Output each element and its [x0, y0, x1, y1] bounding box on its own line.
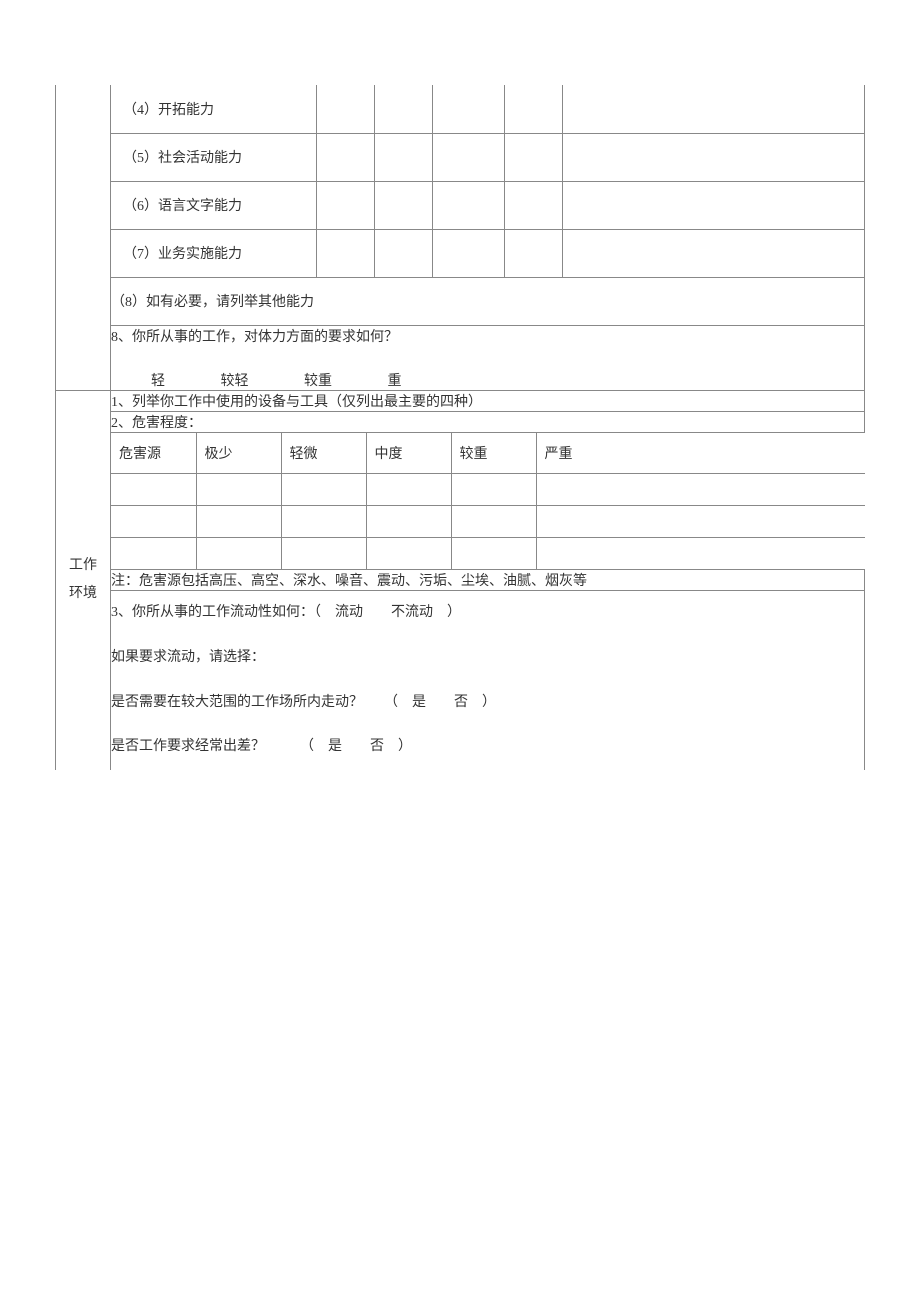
ability-6-col5[interactable] [563, 181, 865, 229]
hazard-row-3-moderate[interactable] [366, 537, 451, 569]
ability-4-label: （4）开拓能力 [111, 85, 317, 133]
ability-6-label: （6）语言文字能力 [111, 181, 317, 229]
hazard-row-1-heavy[interactable] [451, 473, 536, 505]
ability-5-col5[interactable] [563, 133, 865, 181]
ability-6-col3[interactable] [433, 181, 505, 229]
hazard-header-heavy: 较重 [451, 433, 536, 474]
hazard-header-severe: 严重 [536, 433, 865, 474]
ability-5-col4[interactable] [505, 133, 563, 181]
equipment-cell[interactable]: 1、列举你工作中使用的设备与工具（仅列出最主要的四种） [111, 390, 865, 411]
ability-7-label: （7）业务实施能力 [111, 229, 317, 277]
mobility-travel[interactable]: 是否工作要求经常出差？ （ 是 否 ） [111, 725, 864, 770]
ability-6-col4[interactable] [505, 181, 563, 229]
ability-7-col5[interactable] [563, 229, 865, 277]
q8-options: 轻 较轻 较重 重 [111, 370, 864, 390]
mobility-cell: 3、你所从事的工作流动性如何：（ 流动 不流动 ） 如果要求流动，请选择： 是否… [111, 591, 865, 771]
hazard-row-1-slight[interactable] [281, 473, 366, 505]
q8-question: 8、你所从事的工作，对体力方面的要求如何？ [111, 326, 864, 346]
ability-8-label[interactable]: （8）如有必要，请列举其他能力 [111, 277, 865, 325]
ability-6-col2[interactable] [375, 181, 433, 229]
ability-7-col2[interactable] [375, 229, 433, 277]
hazard-row-1-source[interactable] [111, 473, 196, 505]
hazard-title: 2、危害程度： [111, 411, 865, 432]
side-label-upper [56, 85, 111, 390]
hazard-note: 注：危害源包括高压、高空、深水、噪音、震动、污垢、尘埃、油腻、烟灰等 [111, 570, 865, 591]
ability-4-col4[interactable] [505, 85, 563, 133]
ability-4-col5[interactable] [563, 85, 865, 133]
mobility-walk[interactable]: 是否需要在较大范围的工作场所内走动？ （ 是 否 ） [111, 681, 864, 726]
ability-7-col3[interactable] [433, 229, 505, 277]
form-table: （4）开拓能力 （5）社会活动能力 （6）语言文字能力 （7）业务实施能力 （8… [55, 85, 865, 770]
hazard-row-1-minimal[interactable] [196, 473, 281, 505]
hazard-row-3-source[interactable] [111, 537, 196, 569]
hazard-table: 危害源 极少 轻微 中度 较重 严重 [111, 433, 865, 570]
q8-opt-light[interactable]: 轻 [151, 370, 165, 390]
hazard-row-2-heavy[interactable] [451, 505, 536, 537]
hazard-row-2-severe[interactable] [536, 505, 865, 537]
hazard-header-minimal: 极少 [196, 433, 281, 474]
mobility-question[interactable]: 3、你所从事的工作流动性如何：（ 流动 不流动 ） [111, 591, 864, 636]
q8-opt-heavier[interactable]: 较重 [304, 370, 332, 390]
hazard-header-slight: 轻微 [281, 433, 366, 474]
hazard-header-moderate: 中度 [366, 433, 451, 474]
hazard-row-2-slight[interactable] [281, 505, 366, 537]
hazard-row-3-severe[interactable] [536, 537, 865, 569]
ability-7-col1[interactable] [317, 229, 375, 277]
mobility-choose: 如果要求流动，请选择： [111, 636, 864, 681]
hazard-row-2-minimal[interactable] [196, 505, 281, 537]
side-label-work-env: 工作 环境 [56, 390, 111, 770]
hazard-header-source: 危害源 [111, 433, 196, 474]
side-label-text-2: 环境 [56, 580, 110, 608]
hazard-table-container: 危害源 极少 轻微 中度 较重 严重 [111, 432, 865, 570]
ability-5-col2[interactable] [375, 133, 433, 181]
ability-6-col1[interactable] [317, 181, 375, 229]
hazard-row-3-minimal[interactable] [196, 537, 281, 569]
side-label-text-1: 工作 [56, 552, 110, 580]
ability-5-col1[interactable] [317, 133, 375, 181]
q8-opt-heavy[interactable]: 重 [388, 370, 402, 390]
ability-4-col3[interactable] [433, 85, 505, 133]
hazard-row-3-heavy[interactable] [451, 537, 536, 569]
hazard-row-2-moderate[interactable] [366, 505, 451, 537]
q8-cell: 8、你所从事的工作，对体力方面的要求如何？ 轻 较轻 较重 重 [111, 325, 865, 390]
ability-5-col3[interactable] [433, 133, 505, 181]
hazard-row-3-slight[interactable] [281, 537, 366, 569]
hazard-row-1-moderate[interactable] [366, 473, 451, 505]
hazard-row-1-severe[interactable] [536, 473, 865, 505]
q8-opt-lighter[interactable]: 较轻 [221, 370, 249, 390]
ability-7-col4[interactable] [505, 229, 563, 277]
ability-4-col2[interactable] [375, 85, 433, 133]
ability-4-col1[interactable] [317, 85, 375, 133]
hazard-row-2-source[interactable] [111, 505, 196, 537]
ability-5-label: （5）社会活动能力 [111, 133, 317, 181]
